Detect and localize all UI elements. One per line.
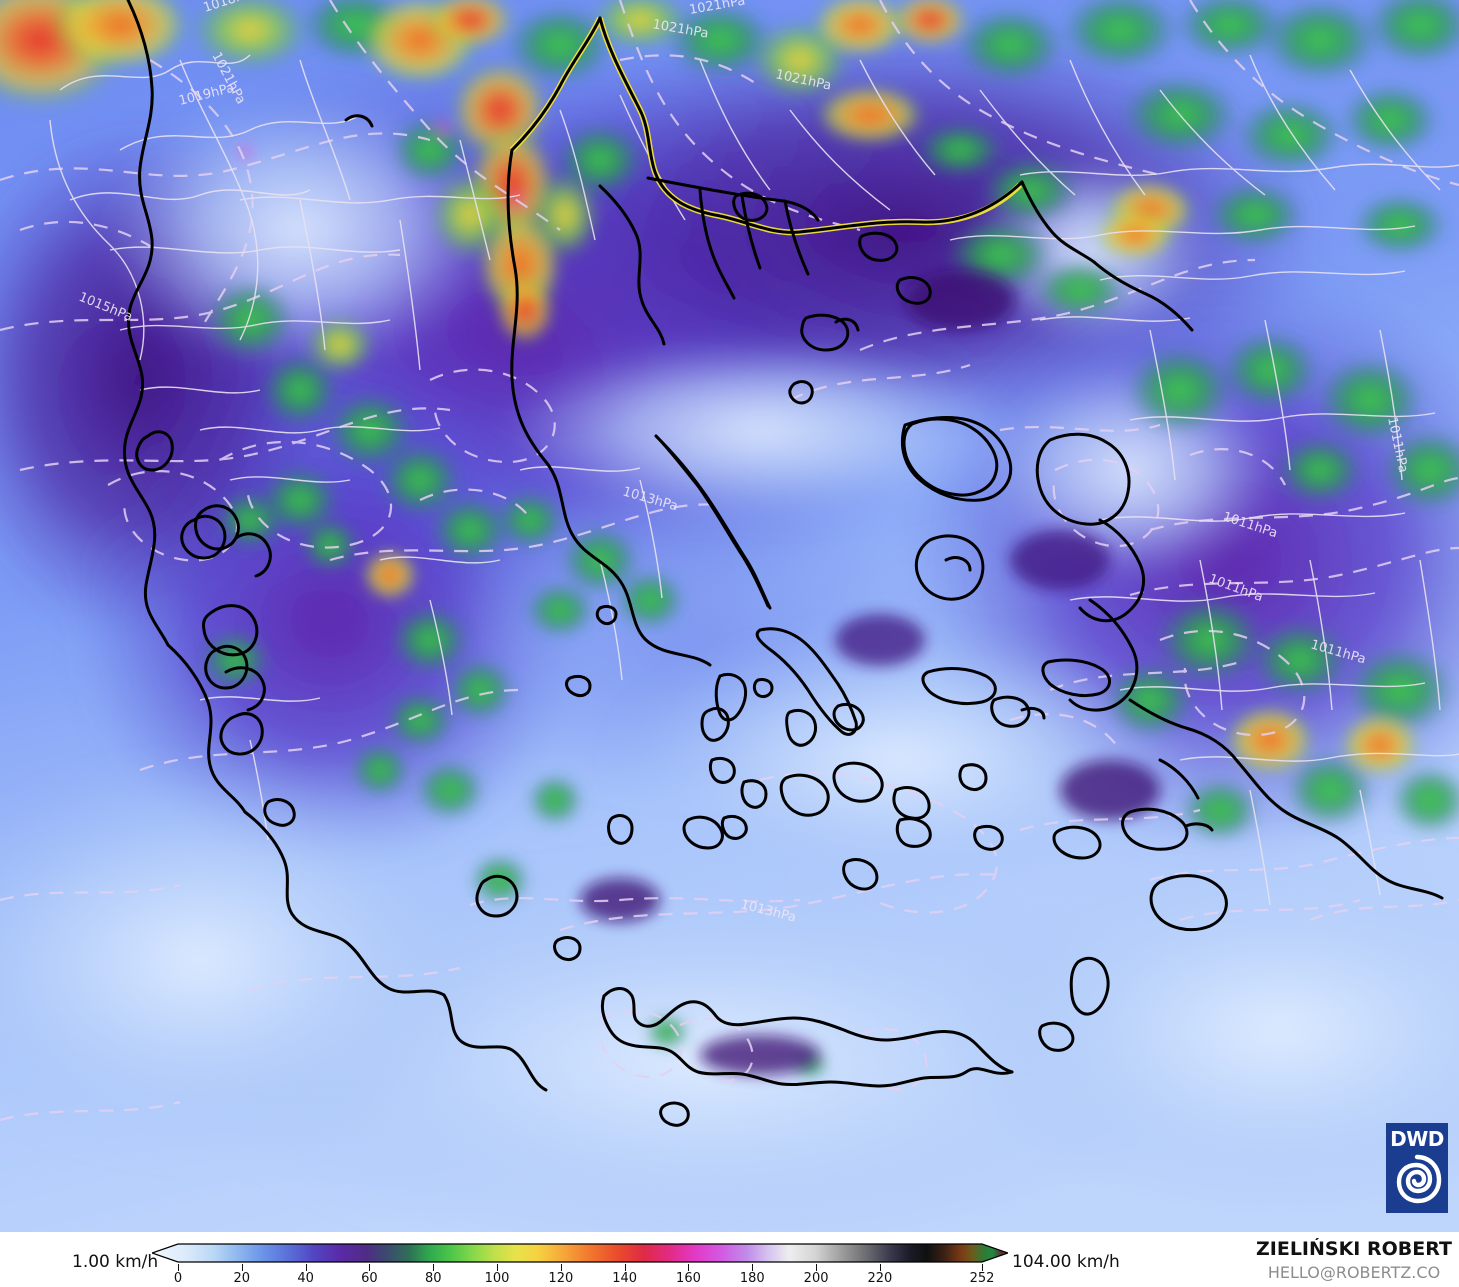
colorbar-tick-mark xyxy=(982,1264,983,1271)
colorbar-tick-mark xyxy=(816,1264,818,1271)
colorbar-gradient xyxy=(152,1243,1008,1263)
colorbar-tick-label: 40 xyxy=(297,1271,314,1286)
wind-field-darks xyxy=(580,270,1160,1075)
colorbar-min-label: 1.00 km/h xyxy=(72,1252,159,1272)
colorbar-tick-mark xyxy=(624,1264,626,1271)
colorbar-tick-label: 120 xyxy=(548,1271,574,1286)
colorbar-tick-label: 20 xyxy=(233,1271,251,1286)
colorbar-tick-mark xyxy=(433,1264,435,1271)
attribution-block: ZIELIŃSKI ROBERT HELLO@ROBERTZ.CO xyxy=(1249,1238,1459,1282)
admin-borders xyxy=(49,54,1459,906)
colorbar-tick-label: 60 xyxy=(361,1271,378,1286)
isobar-lines xyxy=(0,0,1459,1122)
colorbar-tick-label: 0 xyxy=(173,1271,183,1286)
colorbar-ticks: 0 20 40 60 80 100 120 140 160 180 200 220 252 xyxy=(152,1264,1008,1287)
colorbar-tick-label: 80 xyxy=(424,1271,442,1286)
colorbar-tick-mark xyxy=(752,1264,754,1271)
colorbar-tick-mark xyxy=(560,1264,562,1271)
dwd-spiral-icon xyxy=(1396,1154,1442,1204)
colorbar-legend: 1.00 km/h 104.00 km/h 0 20 40 60 80 100 120 140… xyxy=(0,1232,1459,1287)
country-borders xyxy=(122,0,1444,1127)
colorbar-tick-mark xyxy=(497,1264,499,1271)
colorbar-tick-label: 100 xyxy=(484,1271,510,1286)
wind-speed-map[interactable]: 1018hPa1021hPa1019hPa1021hPa1021hPa1021h… xyxy=(0,0,1459,1232)
author-email[interactable]: HELLO@ROBERTZ.CO xyxy=(1267,1263,1441,1282)
colorbar-tick-label: 160 xyxy=(676,1271,701,1286)
colorbar-tick-mark xyxy=(241,1264,243,1271)
colorbar-tick-mark xyxy=(688,1264,690,1271)
colorbar-tick-mark xyxy=(369,1264,371,1271)
colorbar[interactable] xyxy=(152,1242,1008,1264)
colorbar-tick-label: 140 xyxy=(612,1271,638,1286)
dwd-logo-text: DWD xyxy=(1390,1127,1444,1151)
colorbar-tick-label: 180 xyxy=(739,1271,765,1286)
colorbar-tick-label: 200 xyxy=(803,1271,829,1286)
colorbar-tick-label: 252 xyxy=(969,1271,995,1286)
author-name: ZIELIŃSKI ROBERT xyxy=(1256,1238,1452,1260)
colorbar-tick-mark xyxy=(879,1264,881,1271)
dwd-logo: DWD xyxy=(1386,1123,1448,1213)
colorbar-tick-mark xyxy=(178,1264,179,1271)
colorbar-tick-label: 220 xyxy=(867,1271,893,1286)
map-canvas: 1018hPa1021hPa1019hPa1021hPa1021hPa1021h… xyxy=(0,0,1459,1232)
colorbar-max-label: 104.00 km/h xyxy=(1012,1252,1120,1272)
colorbar-tick-mark xyxy=(305,1264,307,1271)
wind-field-highs xyxy=(0,0,1459,1078)
